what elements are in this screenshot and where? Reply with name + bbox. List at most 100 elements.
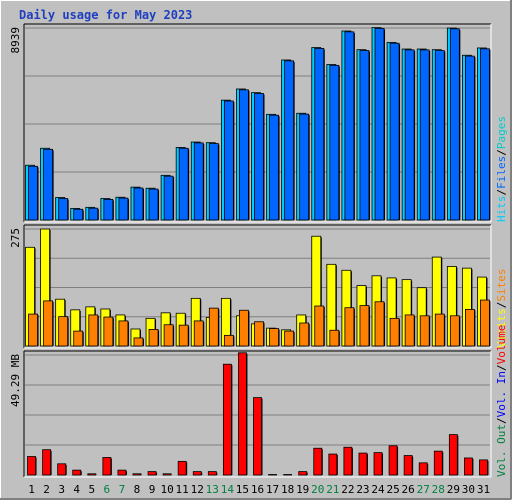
bar-sites-day-19 xyxy=(299,322,310,347)
day-label-6: 6 xyxy=(104,483,111,496)
bar-sites-day-15 xyxy=(239,309,249,347)
bar-files-day-20 xyxy=(314,47,325,221)
day-label-22: 22 xyxy=(341,483,354,496)
day-label-15: 15 xyxy=(236,483,249,496)
bar-volume-day-29 xyxy=(448,434,458,476)
day-label-5: 5 xyxy=(88,483,95,496)
bar-sites-day-11 xyxy=(178,324,189,347)
day-label-10: 10 xyxy=(160,483,173,496)
bar-files-day-18 xyxy=(284,60,295,221)
day-label-18: 18 xyxy=(281,483,294,496)
bar-files-day-10 xyxy=(163,175,174,221)
side-legend-middle-part-2: Sites xyxy=(495,269,508,302)
bar-files-day-27 xyxy=(419,49,430,221)
panel-volume-ymax-label: 49.29 MB xyxy=(9,354,22,407)
day-labels: 1 2 3 4 5 6 7 8 9 10 11 12 13 14 15 16 17 18 19 20 21 22 23 24 2… xyxy=(28,483,490,496)
day-label-16: 16 xyxy=(251,483,264,496)
side-legend-bottom-part-2: Vol. In xyxy=(495,371,508,417)
day-label-31: 31 xyxy=(477,483,490,496)
side-legend-middle-part-0: Visits xyxy=(495,308,508,348)
day-label-20: 20 xyxy=(311,483,324,496)
day-label-28: 28 xyxy=(432,483,445,496)
bar-files-day-21 xyxy=(329,64,340,221)
bar-volume-day-11 xyxy=(177,460,187,476)
bar-volume-day-6 xyxy=(102,457,112,476)
bar-files-day-16 xyxy=(254,93,264,221)
side-legend-bottom-part-3: / xyxy=(495,364,508,371)
side-legend-top: Hits/Files/Pages xyxy=(495,116,508,222)
panel-visits: 275 xyxy=(9,224,492,349)
bar-sites-day-13 xyxy=(208,307,219,347)
bar-volume-day-24 xyxy=(373,452,383,476)
bar-files-day-23 xyxy=(359,50,370,221)
bar-sites-day-31 xyxy=(480,299,490,347)
bar-volume-day-3 xyxy=(57,463,67,476)
day-label-29: 29 xyxy=(447,483,460,496)
day-label-14: 14 xyxy=(221,483,235,496)
bar-files-day-15 xyxy=(239,89,249,221)
bar-sites-day-17 xyxy=(269,328,279,347)
side-legend-top-part-4: Pages xyxy=(495,116,508,149)
bar-sites-day-4 xyxy=(73,330,84,347)
side-legend-bottom-part-4: Volume xyxy=(495,325,508,365)
bar-volume-day-20 xyxy=(313,447,323,476)
bar-volume-day-8 xyxy=(132,473,142,476)
bar-files-day-31 xyxy=(480,48,490,221)
bar-sites-day-7 xyxy=(118,320,129,347)
side-legend-top-part-1: / xyxy=(495,189,508,196)
day-label-2: 2 xyxy=(43,483,50,496)
day-label-11: 11 xyxy=(176,483,189,496)
bar-volume-day-26 xyxy=(403,455,413,476)
panel-hits: 8939 xyxy=(9,23,492,223)
bar-files-day-25 xyxy=(389,42,400,221)
day-label-30: 30 xyxy=(462,483,475,496)
bar-files-day-17 xyxy=(269,114,279,221)
bar-sites-day-1 xyxy=(28,313,38,347)
bar-files-day-28 xyxy=(434,50,445,221)
bar-sites-day-24 xyxy=(374,301,385,347)
day-label-7: 7 xyxy=(119,483,126,496)
bar-sites-day-30 xyxy=(465,309,475,347)
bar-files-day-7 xyxy=(118,197,129,221)
bar-sites-day-25 xyxy=(389,317,400,347)
bar-volume-day-9 xyxy=(147,471,157,476)
bar-sites-day-27 xyxy=(419,315,430,347)
bar-sites-day-28 xyxy=(434,313,445,347)
bar-files-day-4 xyxy=(73,208,84,221)
day-label-13: 13 xyxy=(206,483,219,496)
bar-files-day-11 xyxy=(178,147,189,221)
bar-volume-day-5 xyxy=(87,473,97,476)
bar-volume-day-10 xyxy=(162,473,172,476)
bar-files-day-5 xyxy=(88,207,99,221)
chart-panels: 8939 275 49.29 MB xyxy=(9,23,492,478)
bar-sites-day-20 xyxy=(314,305,325,347)
day-label-23: 23 xyxy=(356,483,369,496)
day-label-12: 12 xyxy=(191,483,204,496)
bar-files-day-19 xyxy=(299,113,310,221)
bar-volume-day-13 xyxy=(207,471,217,476)
bar-volume-day-7 xyxy=(117,469,127,476)
panel-hits-ymax-label: 8939 xyxy=(9,27,22,54)
bar-files-day-6 xyxy=(103,198,114,221)
bar-files-day-13 xyxy=(208,143,219,221)
bar-files-day-24 xyxy=(374,28,385,221)
day-label-9: 9 xyxy=(149,483,156,496)
day-label-1: 1 xyxy=(28,483,35,496)
day-label-19: 19 xyxy=(296,483,309,496)
bar-sites-day-14 xyxy=(223,334,234,347)
bar-files-day-22 xyxy=(344,31,355,221)
bar-volume-day-27 xyxy=(418,462,428,476)
panel-volume: 49.29 MB xyxy=(9,350,492,478)
bar-sites-day-29 xyxy=(449,315,460,347)
bar-volume-day-4 xyxy=(72,469,82,476)
bar-sites-day-22 xyxy=(344,307,355,347)
chart-title: Daily usage for May 2023 xyxy=(19,8,192,22)
bar-volume-day-2 xyxy=(42,449,51,476)
day-label-4: 4 xyxy=(73,483,80,496)
bar-volume-day-19 xyxy=(298,471,308,476)
bar-volume-day-16 xyxy=(253,397,262,476)
bar-files-day-26 xyxy=(404,49,415,221)
bar-files-day-14 xyxy=(223,100,234,221)
